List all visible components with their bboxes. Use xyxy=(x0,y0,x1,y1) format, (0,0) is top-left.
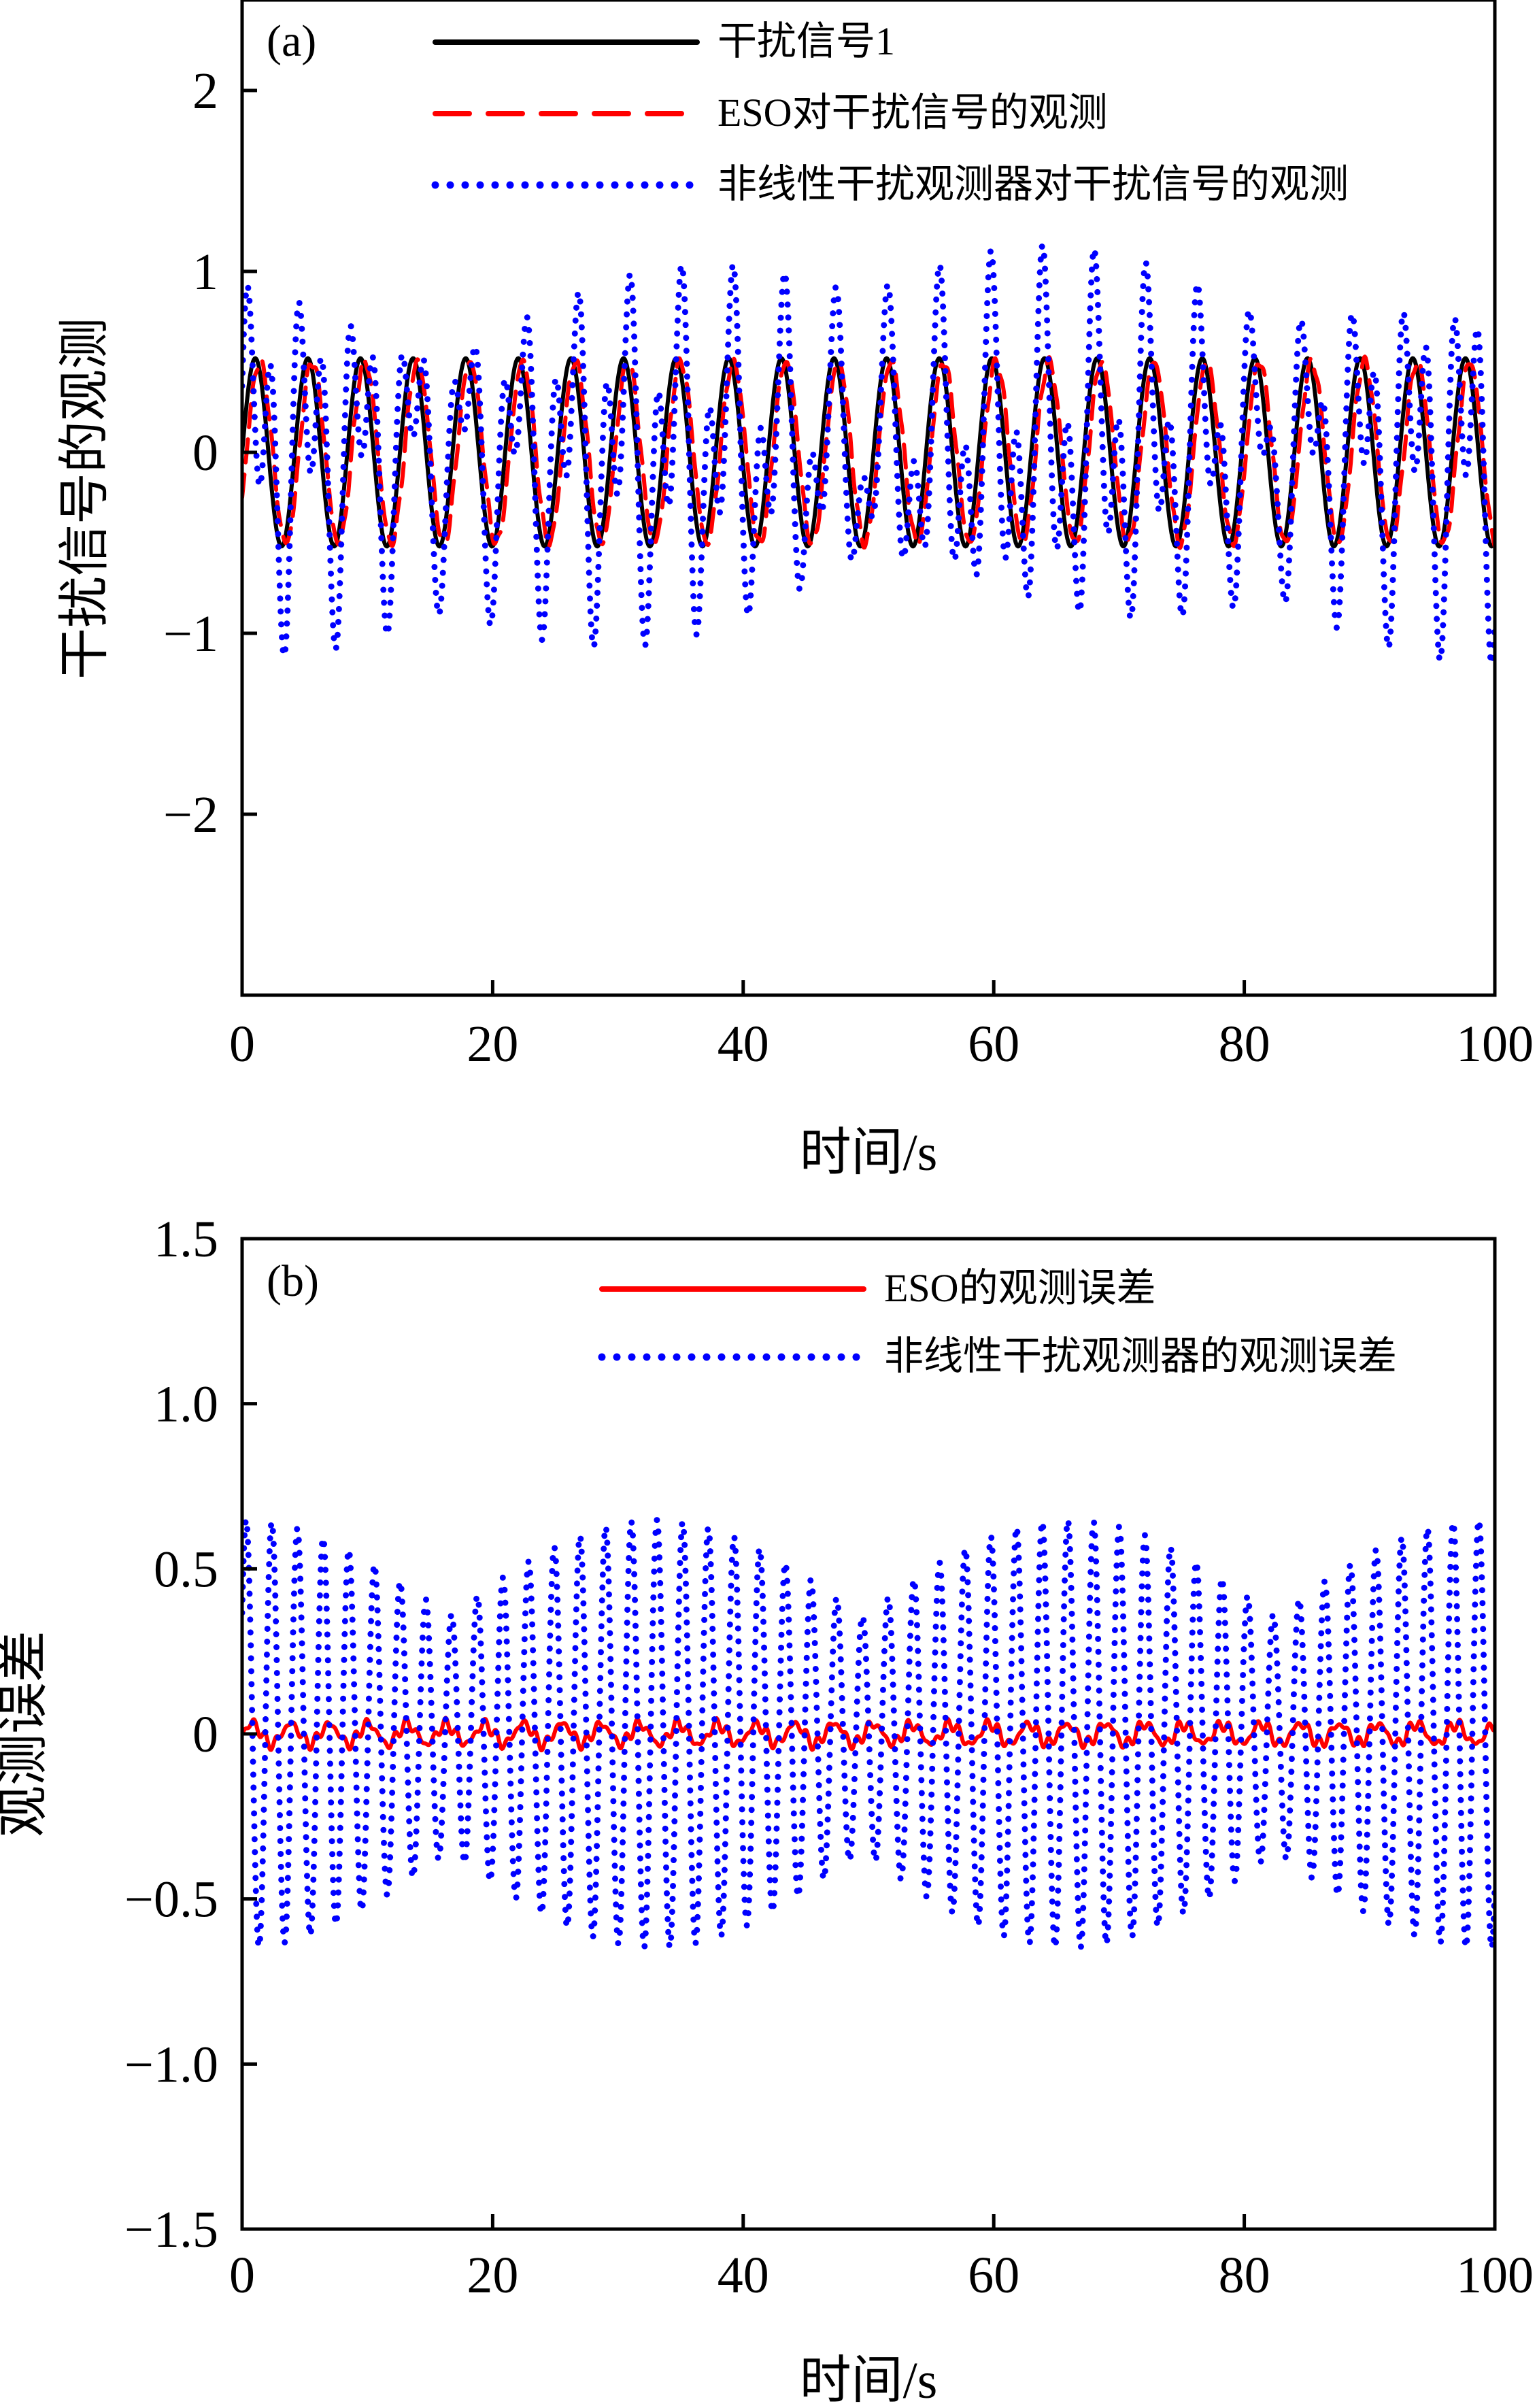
legend-label: ESO的观测误差 xyxy=(884,1266,1156,1310)
panel-a-xlabel: 时间/s xyxy=(800,1124,938,1182)
x-tick-label: 60 xyxy=(968,2247,1019,2304)
y-tick-label: 1.5 xyxy=(154,1211,218,1268)
panel-a-series xyxy=(242,241,1495,667)
y-tick-label: 1 xyxy=(192,244,218,301)
y-tick-label: −1.0 xyxy=(124,2036,218,2093)
panel-a-ticks: 0 20 40 60 80 100 −2 −1 0 1 2 xyxy=(163,63,1534,1073)
legend-label: 干扰信号1 xyxy=(717,19,895,63)
y-tick-label: 0 xyxy=(192,424,218,482)
panel-b-xlabel: 时间/s xyxy=(800,2352,938,2408)
x-tick-label: 20 xyxy=(467,2247,518,2304)
legend-label: 非线性干扰观测器的观测误差 xyxy=(884,1334,1397,1378)
y-tick-label: 0.5 xyxy=(154,1541,218,1598)
y-tick-label: 1.0 xyxy=(154,1376,218,1433)
x-tick-label: 100 xyxy=(1456,2247,1534,2304)
panel-b-chart: 0 20 40 60 80 100 −1.5 −1.0 −0.5 0 0.5 1.0 1.5 (b) E… xyxy=(0,1211,1534,2408)
x-tick-label: 0 xyxy=(229,1016,255,1073)
x-tick-label: 40 xyxy=(717,2247,769,2304)
x-tick-label: 40 xyxy=(717,1016,769,1073)
series-line-3 xyxy=(242,241,1495,667)
y-tick-label: −1.5 xyxy=(124,2201,218,2258)
x-tick-label: 60 xyxy=(968,1016,1019,1073)
panel-b-ticks: 0 20 40 60 80 100 −1.5 −1.0 −0.5 0 0.5 1.0 1.5 xyxy=(124,1211,1534,2304)
panel-a-frame xyxy=(240,0,1497,997)
y-tick-label: −2 xyxy=(163,786,218,843)
y-tick-label: 0 xyxy=(192,1706,218,1763)
y-tick-label: 2 xyxy=(192,63,218,120)
y-tick-label: −1 xyxy=(163,605,218,663)
x-tick-label: 100 xyxy=(1456,1016,1534,1073)
series-line-2 xyxy=(242,1516,1495,1952)
panel-b-series xyxy=(242,1516,1495,1952)
legend-label: 非线性干扰观测器对干扰信号的观测 xyxy=(717,162,1349,206)
x-tick-label: 80 xyxy=(1219,1016,1270,1073)
series-line-2 xyxy=(242,354,1495,550)
panel-b-tag: (b) xyxy=(267,1256,319,1306)
x-tick-label: 80 xyxy=(1219,2247,1270,2304)
panel-a-ylabel: 干扰信号的观测 xyxy=(56,318,114,680)
panel-b-ylabel: 观测误差 xyxy=(0,1631,52,1837)
x-tick-label: 20 xyxy=(467,1016,518,1073)
x-tick-label: 0 xyxy=(229,2247,255,2304)
panel-a-chart: 0 20 40 60 80 100 −2 −1 0 1 2 (a) 干扰信号1 ESO对干扰信号的观测… xyxy=(56,0,1534,1182)
panel-a-tag: (a) xyxy=(267,16,316,66)
legend-label: ESO对干扰信号的观测 xyxy=(717,90,1108,135)
y-tick-label: −0.5 xyxy=(124,1871,218,1928)
